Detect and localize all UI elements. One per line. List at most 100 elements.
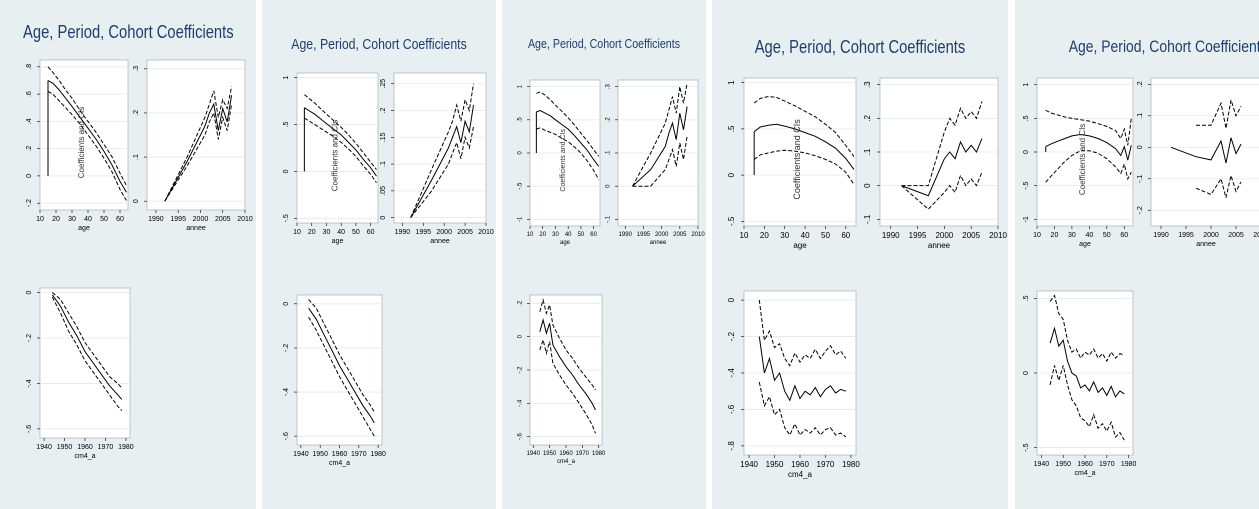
age-estimate-line [1045, 133, 1132, 161]
cohort-upper-ci-line [758, 300, 847, 367]
chart-canvas: -1 -.5 0 .5 1 10 20 30 40 50 60 age Coefficients and… [1023, 77, 1259, 477]
y-tick-label: -1 [1023, 216, 1030, 222]
y-tick-label: 0 [727, 172, 736, 177]
chart-panel-4: Age, Period, Cohort Coefficients -.5 0 .5 1… [712, 0, 1008, 509]
cohort-lower-ci-line [308, 316, 375, 437]
y-tick-label: .5 [1023, 295, 1030, 301]
age-estimate-line [304, 107, 377, 177]
x-tick-label: 60 [590, 232, 597, 238]
y-tick-label: .3 [863, 81, 872, 88]
x-tick-label: 20 [308, 229, 316, 236]
x-tick-label: 2000 [935, 231, 953, 240]
x-tick-label: 20 [1051, 232, 1059, 239]
cohort-estimate-line [308, 307, 375, 424]
y-tick-label: -.6 [517, 433, 523, 441]
x-tick-label: 30 [552, 232, 559, 238]
age-upper-ci-line [1045, 109, 1132, 146]
chart-panel-3: Age, Period, Cohort Coefficients -1 -.5 0.… [502, 0, 706, 509]
age-estimate-line [536, 109, 600, 167]
age-upper-ci-line [753, 95, 855, 157]
coefficients-note: Coefficients and CIs [77, 107, 86, 178]
cohort-plot-area [296, 294, 383, 446]
y-tick-label: -1 [517, 216, 523, 222]
y-tick-label: -.8 [727, 441, 736, 451]
y-tick-label: .5 [517, 117, 523, 123]
x-tick-label: 10 [293, 229, 301, 236]
x-tick-label: 1940 [36, 444, 52, 451]
x-tick-label: 10 [36, 216, 44, 223]
x-tick-label: 1970 [817, 460, 835, 469]
y-tick-label: 1 [283, 76, 290, 80]
y-tick-label: 1 [517, 84, 523, 88]
x-tick-label: 30 [323, 229, 331, 236]
x-tick-label: 60 [1120, 232, 1128, 239]
x-axis-label: age [78, 225, 90, 232]
x-tick-label: 1960 [1077, 461, 1093, 468]
x-axis-label: annee [1196, 241, 1216, 248]
x-tick-label: 50 [100, 216, 108, 223]
y-tick-label: 0 [26, 290, 33, 294]
y-tick-label: .15 [380, 132, 387, 142]
chart-panel-2: Age, Period, Cohort Coefficients -.5 0 .5 1… [262, 0, 496, 509]
period-plot-area [146, 59, 246, 211]
y-tick-label: .2 [26, 146, 33, 152]
y-tick-label: .1 [133, 154, 140, 160]
y-tick-label: -.5 [283, 214, 290, 222]
y-tick-label: .6 [26, 91, 33, 97]
y-tick-label: 0 [133, 199, 140, 203]
y-tick-label: .2 [517, 300, 523, 306]
cohort-estimate-line [1049, 326, 1125, 398]
y-tick-label: 0 [605, 184, 611, 188]
x-tick-label: 1995 [637, 232, 651, 238]
y-tick-label: .5 [283, 122, 290, 128]
y-tick-label: -.6 [283, 432, 290, 440]
period-lower-ci-line [901, 172, 983, 210]
x-axis-label: cm4_a [74, 453, 95, 460]
age-upper-ci-line [304, 94, 377, 170]
age-lower-ci-line [304, 117, 377, 183]
y-tick-label: 0 [1023, 150, 1030, 154]
period-estimate-line [901, 138, 983, 197]
y-tick-label: -.2 [517, 366, 523, 374]
x-tick-label: 1950 [1055, 461, 1071, 468]
x-tick-label: 40 [1085, 232, 1093, 239]
y-tick-label: -.6 [727, 404, 736, 414]
y-tick-label: -.5 [1023, 443, 1030, 451]
y-tick-label: .2 [605, 117, 611, 123]
x-tick-label: 2010 [237, 216, 253, 223]
period-estimate-line [410, 105, 474, 218]
x-tick-label: 2000 [1203, 232, 1219, 239]
x-tick-label: 20 [539, 232, 546, 238]
period-plot-area [393, 72, 487, 224]
x-tick-label: 1970 [576, 451, 590, 457]
x-tick-label: 40 [801, 231, 810, 240]
y-tick-label: 0 [1023, 371, 1030, 375]
x-tick-label: 2005 [215, 216, 231, 223]
x-tick-label: 1990 [1153, 232, 1169, 239]
age-lower-ci-line [1045, 150, 1132, 183]
coefficients-note: Coefficients and CIs [331, 120, 340, 191]
x-tick-label: 50 [821, 231, 830, 240]
x-tick-label: 1940 [740, 460, 758, 469]
age-estimate-line [753, 123, 855, 170]
y-tick-label: .2 [1137, 81, 1144, 87]
x-tick-label: 10 [1033, 232, 1041, 239]
y-tick-label: 0 [380, 216, 387, 220]
x-tick-label: 10 [740, 231, 749, 240]
y-tick-label: .1 [380, 161, 387, 167]
x-tick-label: 10 [527, 232, 534, 238]
y-tick-label: 0 [517, 334, 523, 338]
x-tick-label: 2010 [1253, 232, 1259, 239]
age-plot-area [743, 77, 857, 227]
cohort-upper-ci-line [51, 292, 123, 389]
x-tick-label: 1980 [592, 451, 606, 457]
y-tick-label: .5 [1023, 115, 1030, 121]
coefficients-note: Coefficients and CIs [560, 129, 567, 192]
chart-canvas: -.5 0 .5 1 10 20 30 40 50 60 age Coefficients and C… [283, 72, 494, 467]
age-lower-ci-line [753, 149, 855, 185]
x-tick-label: 1950 [312, 451, 328, 458]
cohort-estimate-line [51, 294, 123, 400]
x-tick-label: 1995 [1178, 232, 1194, 239]
cohort-estimate-line [758, 336, 846, 402]
x-axis-label: annee [186, 225, 206, 232]
